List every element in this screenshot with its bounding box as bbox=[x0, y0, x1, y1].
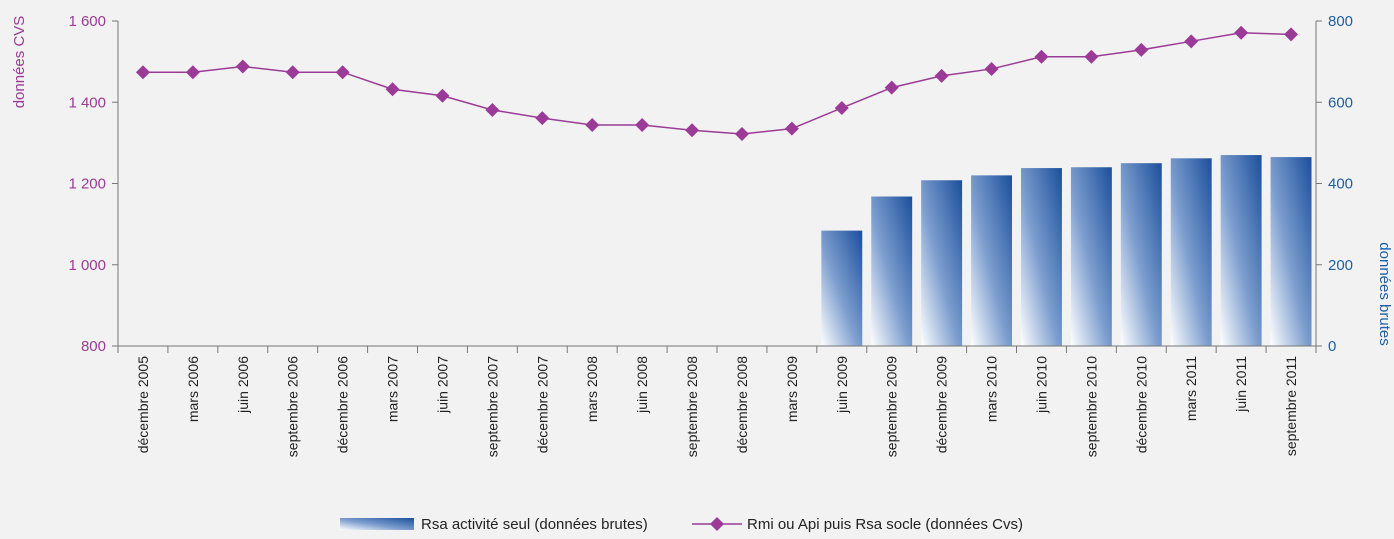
y-right-tick-label: 600 bbox=[1328, 94, 1353, 111]
line-point-9 bbox=[585, 118, 600, 132]
bar-17 bbox=[971, 175, 1013, 346]
bar-14 bbox=[821, 230, 863, 346]
x-tick-label: décembre 2006 bbox=[335, 356, 351, 454]
line-point-3 bbox=[285, 65, 300, 80]
line-path bbox=[142, 32, 1292, 135]
axes: 800 1 000 1 200 1 400 1 600 0 200 400 600 800 bbox=[68, 13, 1353, 355]
line-point-2 bbox=[235, 59, 250, 74]
x-tick-label: septembre 2009 bbox=[884, 356, 900, 457]
legend-bar-swatch bbox=[340, 518, 414, 530]
bar-16 bbox=[921, 180, 963, 346]
bar-18 bbox=[1020, 168, 1062, 346]
line-point-14 bbox=[834, 100, 849, 115]
line-point-0 bbox=[135, 65, 150, 80]
bar-23 bbox=[1270, 157, 1312, 346]
x-tick-label: juin 2006 bbox=[235, 356, 251, 414]
legend-line-marker bbox=[710, 517, 724, 531]
y-left-tick-label: 800 bbox=[81, 338, 106, 355]
line-point-11 bbox=[685, 123, 700, 138]
x-tick-label: décembre 2005 bbox=[135, 356, 151, 454]
x-tick-label: septembre 2011 bbox=[1283, 356, 1299, 456]
line-point-16 bbox=[934, 68, 949, 83]
line-point-5 bbox=[385, 82, 400, 97]
line-point-6 bbox=[435, 88, 450, 103]
x-tick-label: septembre 2010 bbox=[1083, 356, 1099, 457]
line-point-12 bbox=[734, 126, 749, 141]
x-tick-label: septembre 2007 bbox=[484, 356, 500, 457]
line-point-18 bbox=[1034, 49, 1049, 64]
x-tick-label: décembre 2010 bbox=[1133, 356, 1149, 454]
bar-20 bbox=[1120, 163, 1162, 346]
x-tick-label: juin 2011 bbox=[1233, 356, 1249, 413]
y-left-tick-label: 1 600 bbox=[68, 13, 106, 30]
bar-21 bbox=[1170, 158, 1212, 346]
x-tick-label: mars 2008 bbox=[584, 356, 600, 422]
x-tick-label: juin 2010 bbox=[1033, 356, 1049, 414]
y-left-axis-title: données CVS bbox=[11, 16, 28, 109]
y-left-tick-label: 1 000 bbox=[68, 257, 106, 274]
x-tick-label: septembre 2008 bbox=[684, 356, 700, 457]
line-point-1 bbox=[185, 65, 200, 80]
x-tick-label: décembre 2007 bbox=[534, 356, 550, 454]
line-point-23 bbox=[1284, 27, 1299, 42]
line-point-13 bbox=[784, 121, 799, 136]
y-right-tick-label: 400 bbox=[1328, 176, 1353, 193]
y-right-tick-label: 200 bbox=[1328, 257, 1353, 274]
legend-bar-label: Rsa activité seul (données brutes) bbox=[421, 516, 648, 533]
x-tick-label: juin 2009 bbox=[834, 356, 850, 414]
x-tick-label: mars 2006 bbox=[185, 356, 201, 422]
line-point-15 bbox=[884, 80, 899, 95]
y-right-tick-label: 0 bbox=[1328, 338, 1336, 355]
x-tick-label: juin 2007 bbox=[434, 356, 450, 414]
x-tick-label: mars 2010 bbox=[984, 356, 1000, 422]
x-tick-label: décembre 2008 bbox=[734, 356, 750, 454]
line-series bbox=[135, 25, 1299, 141]
y-left-tick-label: 1 400 bbox=[68, 94, 106, 111]
x-tick-label: juin 2008 bbox=[634, 356, 650, 414]
bar-series bbox=[821, 155, 1312, 346]
line-point-21 bbox=[1184, 34, 1199, 49]
line-point-19 bbox=[1084, 49, 1099, 64]
bar-19 bbox=[1070, 167, 1112, 346]
legend-line-label: Rmi ou Api puis Rsa socle (données Cvs) bbox=[747, 516, 1023, 533]
x-tick-label: mars 2009 bbox=[784, 356, 800, 422]
line-point-20 bbox=[1134, 42, 1149, 57]
bar-22 bbox=[1220, 155, 1262, 346]
x-tick-label: mars 2007 bbox=[385, 356, 401, 422]
line-point-4 bbox=[335, 65, 350, 80]
x-tick-label: septembre 2006 bbox=[285, 356, 301, 457]
y-left-tick-label: 1 200 bbox=[68, 176, 106, 193]
line-point-8 bbox=[535, 111, 550, 126]
line-point-22 bbox=[1234, 25, 1249, 40]
line-point-10 bbox=[635, 118, 650, 132]
x-tick-labels: décembre 2005 mars 2006 juin 2006 septembre… bbox=[135, 356, 1299, 457]
y-right-tick-label: 800 bbox=[1328, 13, 1353, 30]
line-point-17 bbox=[984, 61, 999, 76]
legend: Rsa activité seul (données brutes) Rmi o… bbox=[340, 516, 1023, 533]
x-tick-label: décembre 2009 bbox=[934, 356, 950, 454]
y-right-axis-title: données brutes bbox=[1376, 242, 1393, 345]
x-tick-label: mars 2011 bbox=[1183, 356, 1199, 421]
line-point-7 bbox=[485, 102, 500, 117]
bar-15 bbox=[871, 196, 913, 346]
